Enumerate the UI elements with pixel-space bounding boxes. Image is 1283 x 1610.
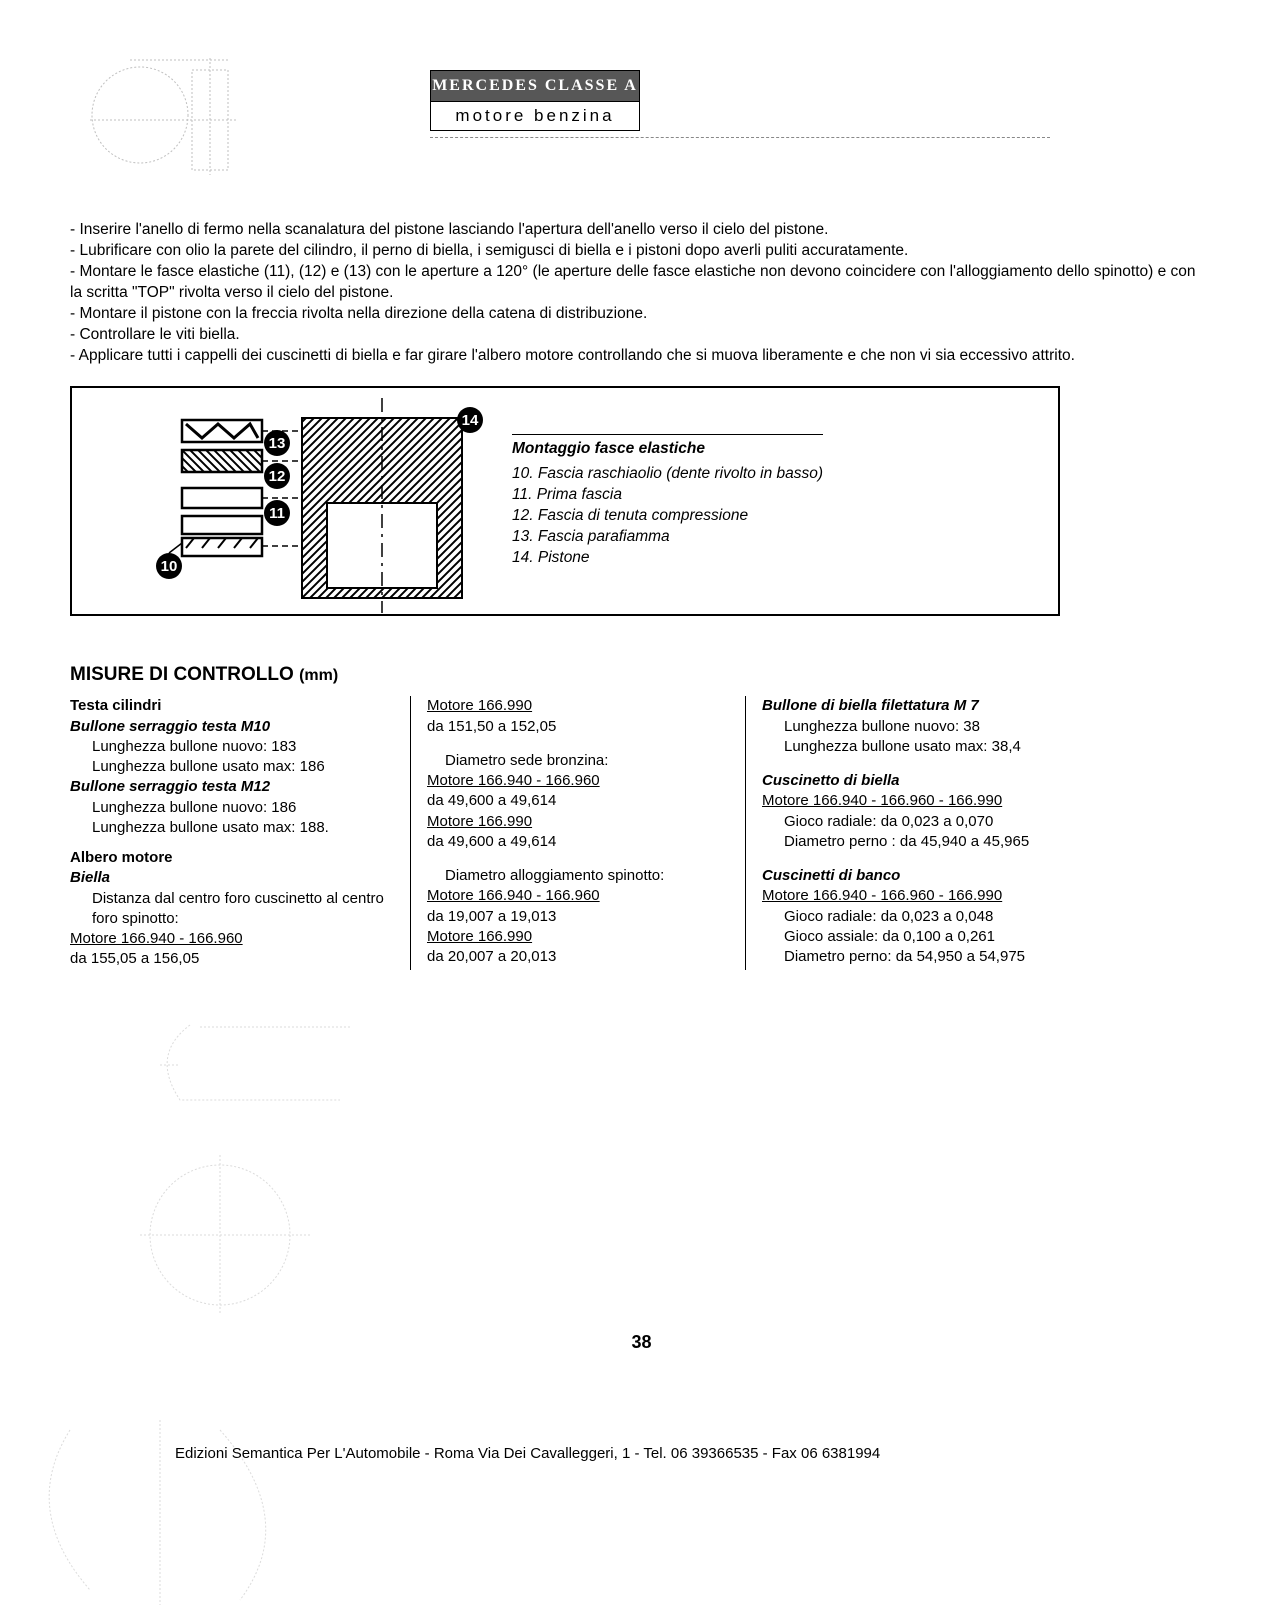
- spec-line: Motore 166.990: [427, 927, 729, 947]
- instruction-line: - Applicare tutti i cappelli dei cuscine…: [70, 346, 1210, 367]
- spec-line: Diametro alloggiamento spinotto:: [427, 866, 729, 886]
- spec-line: da 49,600 a 49,614: [427, 832, 729, 852]
- spec-line: Lunghezza bullone nuovo: 186: [70, 798, 390, 818]
- instruction-line: - Inserire l'anello di fermo nella scana…: [70, 220, 1210, 241]
- spec-line: Lunghezza bullone usato max: 188.: [70, 818, 390, 838]
- col1-heading: Testa cilindri: [70, 696, 390, 716]
- spec-line: Gioco assiale: da 0,100 a 0,261: [762, 927, 1105, 947]
- instruction-line: - Montare il pistone con la freccia rivo…: [70, 304, 1210, 325]
- figure-item: 13. Fascia parafiamma: [512, 527, 823, 548]
- callout-10: 10: [161, 558, 178, 575]
- col1-heading-2: Albero motore: [70, 848, 390, 868]
- instruction-line: - Lubrificare con olio la parete del cil…: [70, 241, 1210, 262]
- ghost-sketch-3-icon: [10, 1410, 330, 1610]
- spec-line: Lunghezza bullone nuovo: 38: [762, 717, 1105, 737]
- figure-item: 11. Prima fascia: [512, 485, 823, 506]
- spec-col-1: Testa cilindri Bullone serraggio testa M…: [70, 696, 410, 969]
- spec-line: Motore 166.940 - 166.960 - 166.990: [762, 886, 1105, 906]
- spec-line: Bullone serraggio testa M10: [70, 717, 390, 737]
- section-title: MISURE DI CONTROLLO (mm): [70, 664, 1210, 686]
- spec-line: da 20,007 a 20,013: [427, 947, 729, 967]
- spec-line: Lunghezza bullone usato max: 38,4: [762, 737, 1105, 757]
- brand-badge: MERCEDES CLASSE A: [430, 70, 640, 102]
- figure-caption: Montaggio fasce elastiche 10. Fascia ras…: [502, 388, 833, 614]
- spec-columns: Testa cilindri Bullone serraggio testa M…: [70, 696, 1210, 969]
- callout-12: 12: [269, 468, 286, 485]
- spec-line: da 151,50 a 152,05: [427, 717, 729, 737]
- piston-diagram: 13 12 11 10 14: [72, 388, 502, 614]
- spec-line: Gioco radiale: da 0,023 a 0,070: [762, 812, 1105, 832]
- page: MERCEDES CLASSE A motore benzina - Inser…: [70, 40, 1210, 970]
- spec-line: da 49,600 a 49,614: [427, 791, 729, 811]
- spec-line: Bullone di biella filettatura M 7: [762, 696, 1105, 716]
- figure-box: 13 12 11 10 14 Montaggio fasce elastiche…: [70, 386, 1060, 616]
- instruction-line: - Controllare le viti biella.: [70, 325, 1210, 346]
- spec-line: Motore 166.990: [427, 696, 729, 716]
- spec-col-3: Bullone di biella filettatura M 7 Lunghe…: [745, 696, 1105, 969]
- callout-14: 14: [462, 412, 479, 429]
- callout-11: 11: [269, 505, 285, 522]
- section-unit: (mm): [299, 667, 338, 684]
- ghost-sketch-1-icon: [110, 1005, 360, 1115]
- spec-line: Cuscinetti di banco: [762, 866, 1105, 886]
- spec-line: Distanza dal centro foro cuscinetto al c…: [70, 889, 390, 930]
- spec-line: da 155,05 a 156,05: [70, 949, 390, 969]
- header-divider: [430, 137, 1050, 138]
- sketch-top-circle-icon: [70, 40, 250, 180]
- spec-line: Diametro perno : da 45,940 a 45,965: [762, 832, 1105, 852]
- figure-item: 14. Pistone: [512, 548, 823, 569]
- spec-line: Biella: [70, 868, 390, 888]
- spec-line: Motore 166.940 - 166.960: [427, 886, 729, 906]
- spec-line: Motore 166.940 - 166.960 - 166.990: [762, 791, 1105, 811]
- spec-line: da 19,007 a 19,013: [427, 907, 729, 927]
- spec-line: Diametro perno: da 54,950 a 54,975: [762, 947, 1105, 967]
- spec-line: Lunghezza bullone usato max: 186: [70, 757, 390, 777]
- footer-text: Edizioni Semantica Per L'Automobile - Ro…: [175, 1445, 880, 1462]
- engine-type-label: motore benzina: [430, 102, 640, 131]
- badge-group: MERCEDES CLASSE A motore benzina: [430, 70, 1050, 138]
- spec-line: Bullone serraggio testa M12: [70, 777, 390, 797]
- instruction-list: - Inserire l'anello di fermo nella scana…: [70, 220, 1210, 366]
- spec-line: Motore 166.990: [427, 812, 729, 832]
- ghost-sketch-2-icon: [110, 1150, 350, 1320]
- spec-line: Motore 166.940 - 166.960: [427, 771, 729, 791]
- section-title-text: MISURE DI CONTROLLO: [70, 664, 294, 685]
- callout-13: 13: [269, 435, 286, 452]
- spec-line: Motore 166.940 - 166.960: [70, 929, 390, 949]
- spec-line: Diametro sede bronzina:: [427, 751, 729, 771]
- header-row: MERCEDES CLASSE A motore benzina: [70, 40, 1210, 180]
- spec-col-2: Motore 166.990 da 151,50 a 152,05 Diamet…: [410, 696, 745, 969]
- page-number: 38: [631, 1332, 651, 1353]
- figure-title: Montaggio fasce elastiche: [512, 434, 823, 460]
- figure-item: 12. Fascia di tenuta compressione: [512, 506, 823, 527]
- spec-line: Gioco radiale: da 0,023 a 0,048: [762, 907, 1105, 927]
- spec-line: Lunghezza bullone nuovo: 183: [70, 737, 390, 757]
- instruction-line: - Montare le fasce elastiche (11), (12) …: [70, 262, 1210, 304]
- spec-line: Cuscinetto di biella: [762, 771, 1105, 791]
- figure-item: 10. Fascia raschiaolio (dente rivolto in…: [512, 464, 823, 485]
